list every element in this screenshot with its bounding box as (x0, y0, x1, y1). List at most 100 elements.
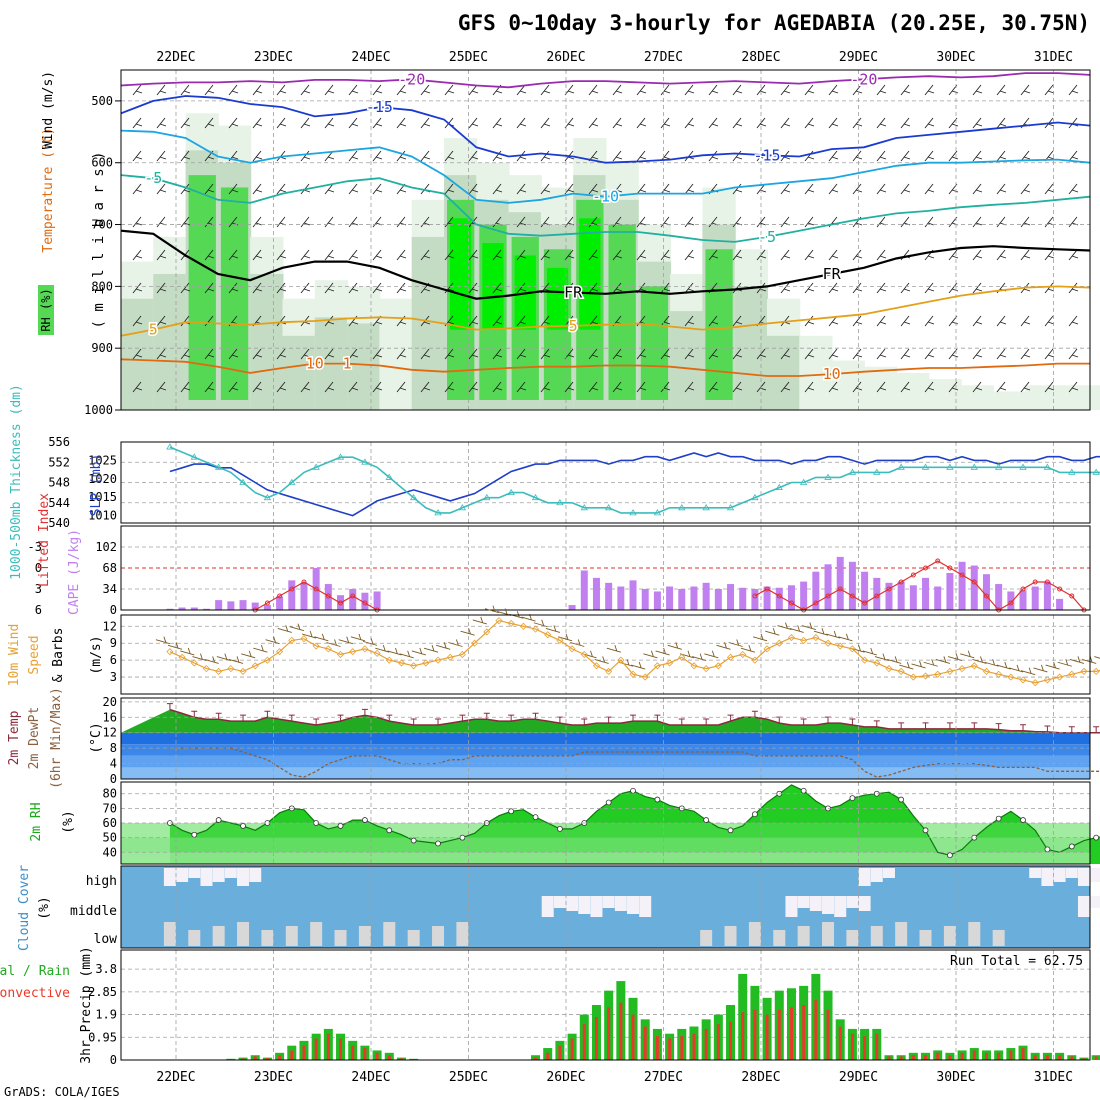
wind-speed-point (726, 653, 735, 661)
wind-barb (276, 282, 287, 294)
wind-barb (156, 315, 167, 327)
precip-convective-bar (570, 1038, 574, 1060)
wind-barb (732, 150, 743, 162)
precip-convective-bar (302, 1045, 306, 1060)
pressure-tick-label: 600 (91, 156, 113, 170)
wind-barb (460, 628, 475, 636)
wind-tick-label: 3 (110, 670, 117, 684)
wind-barb (348, 249, 359, 261)
precip-legend-label: Convective (0, 986, 70, 1001)
rh2m-point (630, 787, 636, 794)
wind-barb (276, 117, 287, 129)
cape-bar (812, 571, 820, 610)
wind-barb (411, 647, 426, 656)
rh-column (579, 218, 601, 330)
wind-barb (996, 315, 1007, 327)
dewpoint-band (121, 767, 1090, 779)
wind-barb (516, 183, 527, 195)
slp-axis-label: SLP (mb) (89, 454, 104, 517)
wind-barb (156, 282, 167, 294)
contour-label: 1 (343, 355, 352, 373)
precip-legend-label: Total / Rain (0, 964, 70, 979)
rh2m-point (557, 825, 563, 832)
wind-barb (948, 381, 959, 393)
temp-minmax (166, 703, 173, 710)
wind-speed-point (958, 665, 966, 673)
wind-barb (900, 381, 911, 393)
wind-barb (862, 647, 877, 656)
li-line (754, 560, 1085, 611)
wind-barb (708, 381, 719, 393)
precip-convective-bar (1094, 1056, 1098, 1060)
precip-convective-bar (997, 1052, 1001, 1060)
rh-column (546, 267, 569, 330)
wind-barb (396, 84, 407, 96)
cape-bar (568, 605, 576, 610)
wind-speed-point (751, 656, 759, 664)
wind-barb (588, 381, 599, 393)
cloud-low-cell (724, 926, 737, 946)
contour-label: 10 (306, 355, 324, 373)
li-point (752, 593, 758, 599)
wind-barb (972, 183, 983, 195)
cloud-low-cell (237, 922, 250, 946)
contour-label: 5 (149, 321, 158, 339)
thickness-point (848, 468, 857, 475)
cape-bar (934, 586, 942, 610)
wind-speed-point (288, 636, 296, 644)
cloud-high-cell (1090, 868, 1100, 882)
wind-barb (1057, 659, 1072, 667)
wind-barb (1020, 249, 1031, 261)
temp-tick-label: 20 (103, 695, 117, 709)
wind-barb (289, 623, 305, 632)
wind-barb (252, 282, 263, 294)
wind-barb (228, 381, 239, 393)
thickness-point (361, 458, 369, 465)
thickness-point (166, 443, 174, 450)
precip-convective-bar (850, 1033, 854, 1060)
wind-barb (948, 249, 959, 261)
li-point (1069, 593, 1075, 599)
thickness-tick-label: 548 (48, 476, 70, 490)
cape-bar (227, 601, 235, 610)
wind-barb (684, 315, 695, 327)
cape-axis-label: CAPE (J/kg) (67, 529, 82, 615)
wind-speed-point (934, 670, 942, 678)
cape-bar (324, 584, 332, 610)
wind-speed-point (909, 673, 917, 681)
temp-minmax (727, 714, 734, 722)
wind-barb (636, 117, 647, 129)
wind-speed-point (946, 667, 954, 675)
date-tick-label: 22DEC (156, 1070, 195, 1085)
cloud-low-cell (212, 926, 225, 946)
cape-bar (263, 605, 271, 610)
wind-speed-point (373, 649, 381, 657)
date-tick-label: 29DEC (839, 50, 878, 65)
temp-minmax (751, 710, 758, 718)
rh-legend-swatch (38, 285, 54, 335)
cape-bar (1056, 598, 1064, 610)
wind-barb (204, 183, 215, 195)
wind-barb (708, 117, 719, 129)
precip-convective-bar (363, 1048, 367, 1060)
precip-convective-bar (802, 1005, 806, 1060)
li-tick-label: 3 (35, 582, 42, 596)
wind-speed-point (166, 648, 174, 656)
wind-barb (180, 647, 195, 656)
cape-bar (202, 608, 210, 610)
date-tick-label: 26DEC (546, 1070, 585, 1085)
precip-convective-bar (741, 1012, 745, 1060)
wind-barb (852, 282, 863, 294)
wind-barb (828, 84, 839, 96)
wind-barb (228, 249, 239, 261)
precip-convective-bar (972, 1050, 976, 1060)
wind-barb (1020, 315, 1031, 327)
wind-barb (468, 84, 479, 96)
cape-bar (605, 582, 613, 610)
thickness-point (1068, 468, 1076, 475)
wind-barb (1045, 661, 1060, 670)
panel-frame (120, 865, 1091, 949)
date-tick-label: 28DEC (741, 50, 780, 65)
thickness-tick-label: 552 (48, 455, 70, 469)
li-point (910, 572, 916, 578)
